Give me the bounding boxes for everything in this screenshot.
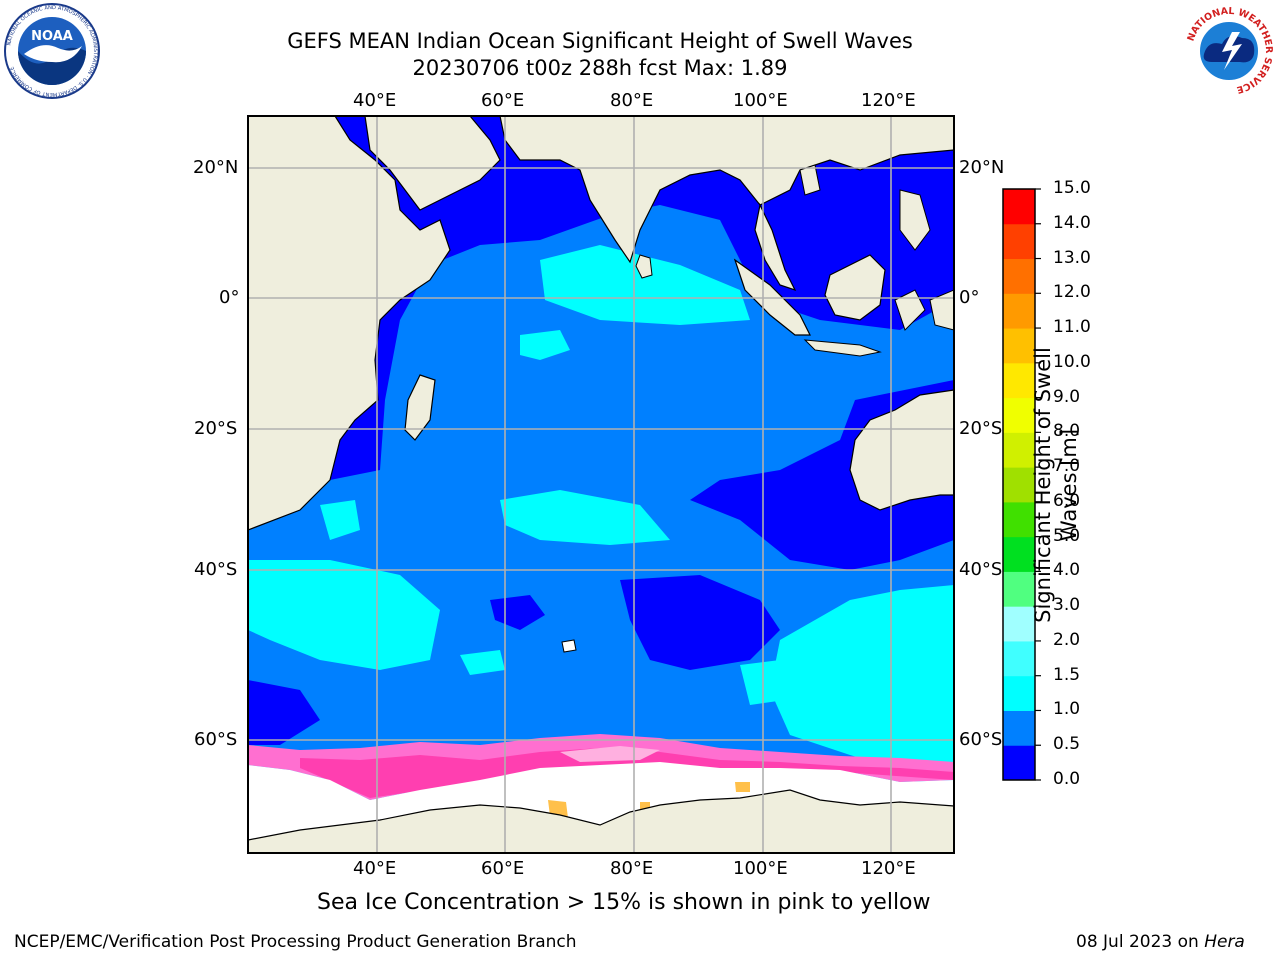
lon-tick-top-40E: 40°E [353, 90, 397, 111]
colorbar-segment [1003, 328, 1035, 364]
colorbar-segment [1003, 675, 1035, 711]
colorbar-segment [1003, 189, 1035, 225]
colorbar-segment [1003, 362, 1035, 399]
lat-tick-left-0: 0° [219, 287, 240, 308]
colorbar-segment [1003, 432, 1035, 468]
colorbar-tick-label: 5.0 [1053, 525, 1081, 546]
colorbar-tick-label: 10.0 [1053, 351, 1091, 372]
lat-tick-left-40S: 40°S [194, 559, 238, 580]
africa-land [248, 116, 451, 531]
asia-land [499, 116, 954, 264]
colorbar-segment [1003, 223, 1035, 260]
colorbar-segment [1003, 640, 1035, 677]
colorbar-segment [1003, 710, 1035, 746]
colorbar-tick-label: 1.0 [1053, 699, 1081, 720]
colorbar-tick-label: 11.0 [1053, 317, 1091, 338]
colorbar-tick-label: 12.0 [1053, 282, 1091, 303]
colorbar-segment [1003, 571, 1035, 607]
chart-subtitle: 20230706 t00z 288h fcst Max: 1.89 [412, 56, 788, 80]
swell-equatorial [540, 245, 750, 325]
colorbar-segment [1003, 536, 1035, 572]
colorbar-tick-label: 15.0 [1053, 178, 1091, 198]
colorbar-label-line1: Significant Height of Swell [1031, 347, 1055, 623]
colorbar-label-line2: Waves [m] [1057, 428, 1081, 542]
colorbar-segment [1003, 397, 1035, 433]
colorbar-segment [1003, 258, 1035, 294]
lat-tick-right-20N: 20°N [959, 157, 1005, 178]
footer-date: 08 Jul 2023 on Hera [1076, 932, 1245, 952]
swell-southeast [770, 585, 954, 775]
lon-tick-bottom-120E: 120°E [861, 858, 916, 879]
colorbar-tick-label: 1.5 [1053, 664, 1081, 685]
footer-host: Hera [1204, 932, 1245, 952]
footer-branch: NCEP/EMC/Verification Post Processing Pr… [14, 932, 577, 952]
lat-tick-right-20S: 20°S [959, 418, 1003, 439]
lon-tick-top-60E: 60°E [481, 90, 525, 111]
lat-tick-right-40S: 40°S [959, 559, 1003, 580]
lat-tick-left-20N: 20°N [193, 157, 239, 178]
colorbar-tick-label: 2.0 [1053, 629, 1081, 650]
lat-tick-left-60S: 60°S [194, 729, 238, 750]
arabia-land [364, 116, 501, 211]
lon-tick-bottom-100E: 100°E [733, 858, 788, 879]
lon-tick-top-120E: 120°E [861, 90, 916, 111]
colorbar-segment [1003, 467, 1035, 503]
svg-text:NOAA: NOAA [31, 29, 73, 44]
nws-logo: NATIONAL WEATHER SERVICE [1180, 4, 1278, 98]
madagascar-land [404, 374, 436, 441]
antarctica-land [248, 789, 954, 853]
australia-land [849, 389, 954, 511]
lat-tick-right-0: 0° [959, 287, 980, 308]
lon-tick-bottom-60E: 60°E [481, 858, 525, 879]
low-swell-central [620, 575, 780, 670]
lat-tick-left-20S: 20°S [194, 418, 238, 439]
malay-peninsula [754, 203, 797, 292]
lon-tick-bottom-40E: 40°E [353, 858, 397, 879]
map-frame [247, 115, 955, 854]
colorbar-tick-label: 0.0 [1053, 769, 1081, 789]
footer-date-text: 08 Jul 2023 on [1076, 932, 1205, 952]
chart-title: GEFS MEAN Indian Ocean Significant Heigh… [287, 29, 913, 53]
colorbar-tick-label: 7.0 [1053, 456, 1081, 477]
colorbar-tick-label: 13.0 [1053, 247, 1091, 268]
map-area [248, 116, 954, 853]
graticule [248, 116, 954, 853]
colorbar-segment [1003, 501, 1035, 538]
colorbar-tick-label: 4.0 [1053, 560, 1081, 581]
colorbar-segment [1003, 293, 1035, 329]
colorbar [1003, 188, 1041, 781]
colorbar-tick-label: 8.0 [1053, 421, 1081, 442]
colorbar-tick-label: 3.0 [1053, 595, 1081, 616]
colorbar-tick-label: 9.0 [1053, 386, 1081, 407]
swell-southwest [248, 560, 440, 670]
colorbar-segment [1003, 745, 1035, 781]
colorbar-segment [1003, 606, 1035, 642]
lon-tick-bottom-80E: 80°E [610, 858, 654, 879]
lon-tick-top-80E: 80°E [610, 90, 654, 111]
lat-tick-right-60S: 60°S [959, 729, 1003, 750]
colorbar-tick-label: 14.0 [1053, 212, 1091, 233]
lon-tick-top-100E: 100°E [733, 90, 788, 111]
noaa-logo: NOAA NATIONAL OCEANIC AND ATMOSPHERIC AD… [2, 2, 102, 100]
colorbar-frame [1002, 188, 1036, 781]
colorbar-tick-label: 6.0 [1053, 490, 1081, 511]
colorbar-tick-label: 0.5 [1053, 734, 1081, 755]
sea-ice-caption: Sea Ice Concentration > 15% is shown in … [317, 890, 931, 915]
